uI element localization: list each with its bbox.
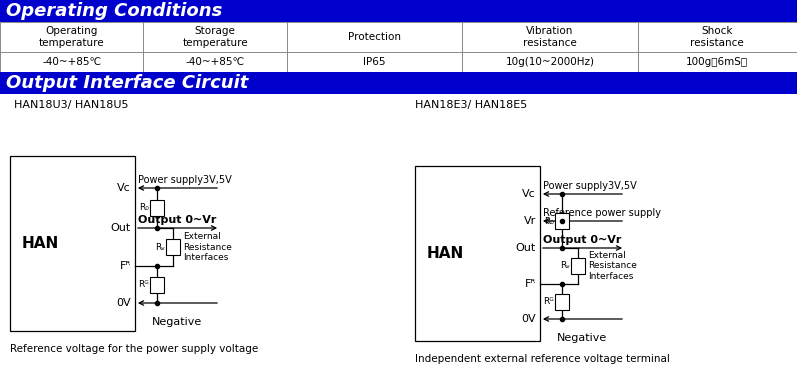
Text: 100g（6mS）: 100g（6mS） — [686, 57, 748, 67]
Text: Vr: Vr — [524, 216, 536, 226]
Text: Power supply3V,5V: Power supply3V,5V — [543, 181, 637, 191]
Text: Operating Conditions: Operating Conditions — [6, 2, 222, 20]
Text: Negative: Negative — [557, 333, 607, 343]
Text: R₀: R₀ — [139, 203, 149, 213]
Text: Operating
temperature: Operating temperature — [39, 26, 104, 48]
Text: HAN18E3/ HAN18E5: HAN18E3/ HAN18E5 — [415, 100, 528, 110]
Text: Output Interface Circuit: Output Interface Circuit — [6, 74, 249, 92]
Bar — [166, 239, 180, 255]
Text: Protection: Protection — [348, 32, 401, 42]
Bar — [0, 72, 797, 94]
Text: External
Resistance
Interfaces: External Resistance Interfaces — [183, 232, 232, 262]
Text: -40~+85℃: -40~+85℃ — [42, 57, 101, 67]
Text: -40~+85℃: -40~+85℃ — [186, 57, 245, 67]
Text: HAN: HAN — [22, 236, 59, 251]
Text: 10g(10~2000Hz): 10g(10~2000Hz) — [505, 57, 595, 67]
Text: Output 0~Vr: Output 0~Vr — [138, 215, 216, 225]
Text: Vibration
resistance: Vibration resistance — [523, 26, 577, 48]
Text: Out: Out — [111, 223, 131, 233]
Bar — [10, 156, 135, 331]
Text: HAN: HAN — [426, 246, 464, 261]
Text: Independent external reference voltage terminal: Independent external reference voltage t… — [415, 354, 669, 364]
Text: Fᴿ: Fᴿ — [120, 261, 131, 271]
Text: Fᴿ: Fᴿ — [524, 279, 536, 289]
Text: Reference power supply: Reference power supply — [543, 208, 661, 218]
Text: Rᵥ: Rᵥ — [155, 242, 165, 252]
Text: Vc: Vc — [117, 183, 131, 193]
Bar — [150, 276, 164, 293]
Text: 0V: 0V — [116, 298, 131, 308]
Text: Rᵥ: Rᵥ — [560, 261, 570, 271]
Text: External
Resistance
Interfaces: External Resistance Interfaces — [588, 251, 637, 281]
Text: Reference voltage for the power supply voltage: Reference voltage for the power supply v… — [10, 344, 258, 354]
Bar — [415, 166, 540, 341]
Bar — [0, 22, 797, 72]
Text: Shock
resistance: Shock resistance — [690, 26, 744, 48]
Bar — [150, 200, 164, 216]
Bar — [555, 293, 569, 310]
Bar — [0, 0, 797, 22]
Text: Out: Out — [516, 243, 536, 253]
Text: Rᴳ: Rᴳ — [138, 280, 149, 289]
Text: Negative: Negative — [152, 317, 202, 327]
Text: R₀: R₀ — [544, 217, 554, 225]
Text: Power supply3V,5V: Power supply3V,5V — [138, 175, 232, 185]
Text: IP65: IP65 — [363, 57, 386, 67]
Text: HAN18U3/ HAN18U5: HAN18U3/ HAN18U5 — [14, 100, 128, 110]
Bar — [571, 258, 585, 274]
Text: Rᴳ: Rᴳ — [544, 297, 554, 306]
Bar — [555, 213, 569, 229]
Text: Vc: Vc — [522, 189, 536, 199]
Text: Storage
temperature: Storage temperature — [183, 26, 248, 48]
Text: 0V: 0V — [521, 314, 536, 324]
Text: Output 0~Vr: Output 0~Vr — [543, 235, 622, 245]
